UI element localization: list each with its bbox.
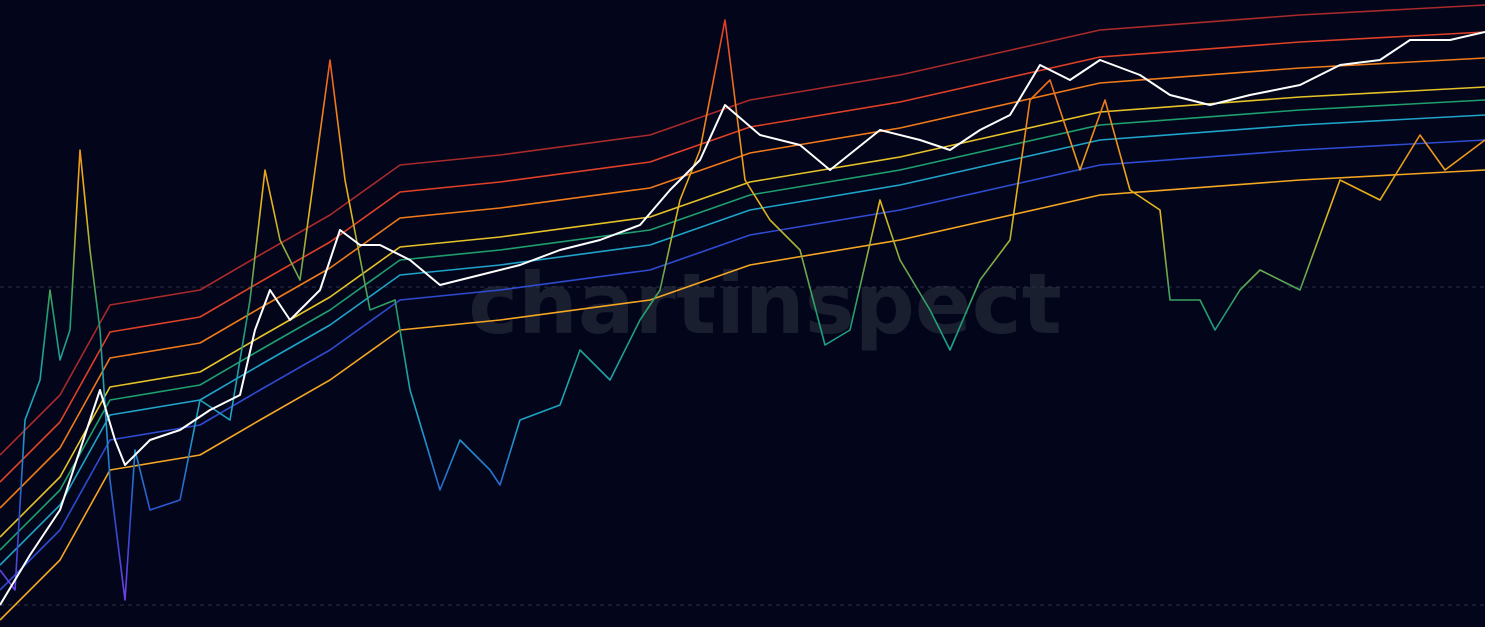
- band-5: [0, 86, 1485, 538]
- watermark: chartinspect: [468, 255, 1062, 353]
- band-7: [0, 31, 1485, 483]
- price: [0, 31, 1485, 606]
- band-6: [0, 57, 1485, 509]
- band-1: [0, 169, 1485, 621]
- band-8: [0, 4, 1485, 456]
- oscillator: [0, 19, 1485, 601]
- band-2: [0, 139, 1485, 591]
- band-3: [0, 114, 1485, 566]
